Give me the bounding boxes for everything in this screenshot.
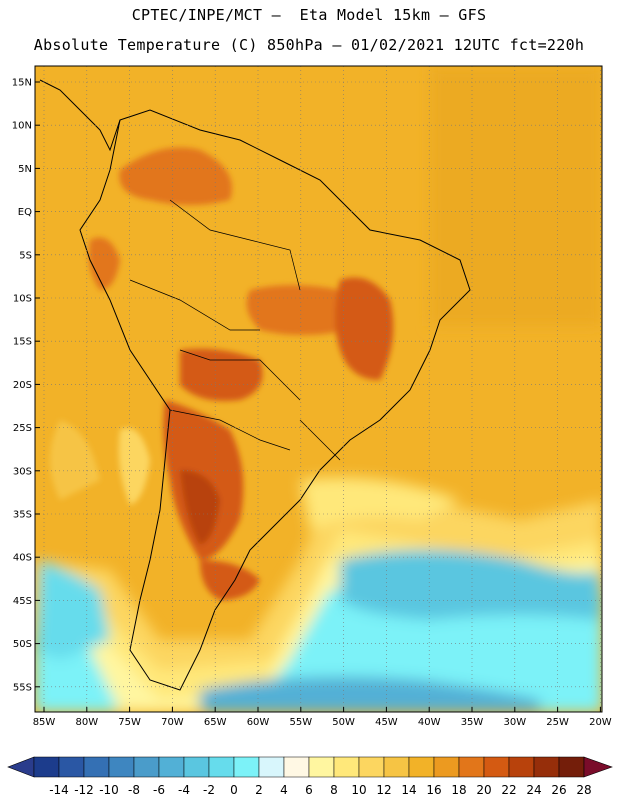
lon-label: 65W <box>204 717 227 728</box>
colorbar-label: 8 <box>330 783 338 797</box>
lat-label: 50S <box>13 639 32 650</box>
colorbar-label: 6 <box>305 783 313 797</box>
lon-label: 50W <box>332 717 355 728</box>
colorbar-swatch <box>83 756 110 778</box>
colorbar-swatch <box>533 756 560 778</box>
country-borders <box>129 199 341 461</box>
colorbar-swatch <box>233 756 260 778</box>
lon-label: 30W <box>503 717 526 728</box>
lon-label: 85W <box>33 717 56 728</box>
colorbar-swatch <box>558 756 585 778</box>
colorbar-swatch <box>258 756 285 778</box>
colorbar-label: 18 <box>451 783 466 797</box>
lon-label: 40W <box>418 717 441 728</box>
lat-label: 25S <box>13 423 32 434</box>
colorbar-label: 24 <box>526 783 541 797</box>
colorbar-label: -2 <box>203 783 215 797</box>
colorbar-swatch <box>383 756 410 778</box>
colorbar-swatch <box>433 756 460 778</box>
colorbar-swatch <box>508 756 535 778</box>
colorbar-label: -12 <box>74 783 94 797</box>
colorbar-swatch <box>358 756 385 778</box>
map-subtitle: Absolute Temperature (C) 850hPa – 01/02/… <box>33 36 585 54</box>
colorbar-swatch <box>308 756 335 778</box>
lat-label: 10S <box>13 294 32 305</box>
grid-lines <box>35 66 602 712</box>
lon-label: 35W <box>461 717 484 728</box>
colorbar-over-arrow <box>583 756 613 778</box>
lat-label: 55S <box>13 682 32 693</box>
lat-label: 30S <box>13 466 32 477</box>
colorbar-label: -6 <box>153 783 165 797</box>
lon-label: 75W <box>118 717 141 728</box>
colorbar-swatch <box>283 756 310 778</box>
colorbar-swatch <box>33 756 60 778</box>
lat-label: 15S <box>13 337 32 348</box>
colorbar-swatch <box>408 756 435 778</box>
lon-label: 25W <box>546 717 569 728</box>
temperature-field <box>35 66 602 712</box>
lon-label: 80W <box>75 717 98 728</box>
colorbar-label: -14 <box>49 783 69 797</box>
colorbar-label: 28 <box>576 783 591 797</box>
colorbar-swatch <box>158 756 185 778</box>
lat-label: 15N <box>12 78 32 89</box>
lat-label: 20S <box>13 380 32 391</box>
colorbar-swatch <box>333 756 360 778</box>
colorbar-label: 2 <box>255 783 263 797</box>
colorbar-swatch <box>58 756 85 778</box>
lat-label: 35S <box>13 510 32 521</box>
map-frame <box>34 65 603 713</box>
colorbar-label: 12 <box>376 783 391 797</box>
colorbar-swatch <box>483 756 510 778</box>
coastlines <box>39 79 471 691</box>
lat-label: 10N <box>12 121 32 132</box>
colorbar-under-arrow <box>7 756 35 778</box>
colorbar-label: 4 <box>280 783 288 797</box>
axis-tick-labels: 15N 10N 5N EQ 5S 10S 15S 20S 25S 30S 35S 40S 45S 50S 5… <box>12 78 612 729</box>
colorbar-label: 26 <box>551 783 566 797</box>
colorbar-label: 22 <box>501 783 516 797</box>
colorbar-label: 16 <box>426 783 441 797</box>
lon-label: 20W <box>589 717 612 728</box>
lat-label: EQ <box>18 207 32 218</box>
colorbar-swatch <box>133 756 160 778</box>
colorbar-swatch <box>208 756 235 778</box>
colorbar: -14 -12 -10 -8 -6 -4 -2 0 2 4 6 8 10 12 14 16 18 20 22 24 26… <box>7 756 613 797</box>
lon-label: 70W <box>161 717 184 728</box>
colorbar-label: 20 <box>476 783 491 797</box>
colorbar-label: 14 <box>401 783 416 797</box>
colorbar-label: -8 <box>128 783 140 797</box>
map-title: CPTEC/INPE/MCT – Eta Model 15km – GFS <box>131 6 487 24</box>
lon-label: 60W <box>247 717 270 728</box>
colorbar-label: -4 <box>178 783 190 797</box>
lat-label: 5N <box>18 164 32 175</box>
colorbar-swatch <box>108 756 135 778</box>
colorbar-swatch <box>458 756 485 778</box>
colorbar-swatch <box>183 756 210 778</box>
lon-label: 55W <box>289 717 312 728</box>
colorbar-label: -10 <box>99 783 119 797</box>
lon-label: 45W <box>375 717 398 728</box>
lat-label: 45S <box>13 596 32 607</box>
colorbar-label: 10 <box>351 783 366 797</box>
lat-label: 5S <box>19 250 32 261</box>
colorbar-label: 0 <box>230 783 238 797</box>
lat-label: 40S <box>13 553 32 564</box>
